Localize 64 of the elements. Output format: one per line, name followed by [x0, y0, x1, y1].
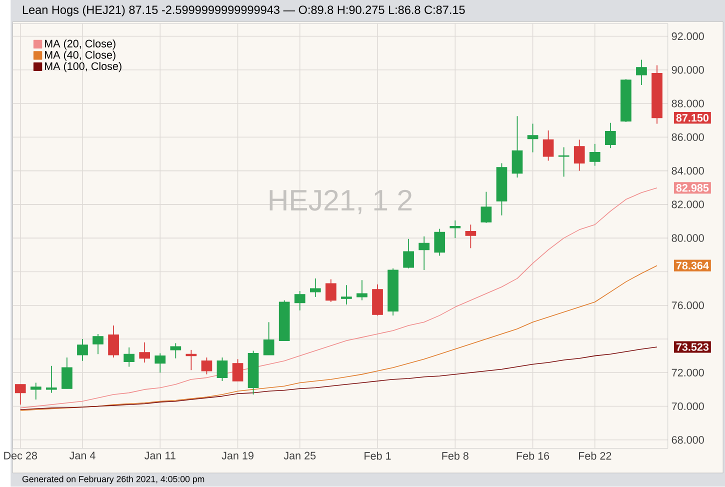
candlestick: [512, 116, 523, 178]
candlestick: [77, 338, 88, 362]
candlestick: [46, 365, 57, 394]
x-tick-label: Feb 8: [442, 452, 468, 460]
x-tick-label: Jan 19: [222, 452, 254, 460]
y-tick-label: 76.000: [672, 301, 704, 310]
chart-title: Lean Hogs (HEJ21) 87.15 -2.5999999999999943 — O:89.8 H:90.275 L:86.8 C:87.15: [22, 5, 465, 16]
candlestick: [170, 342, 182, 359]
candlestick: [326, 278, 336, 302]
candlestick: [574, 139, 585, 172]
data-label: 73.523: [676, 343, 709, 351]
y-tick-label: 84.000: [672, 166, 704, 175]
y-tick-label: 88.000: [672, 100, 704, 108]
candlestick: [527, 123, 538, 153]
candlestick: [92, 333, 104, 354]
y-tick-label: 70.000: [672, 402, 704, 410]
y-tick-label: 72.000: [672, 368, 704, 376]
candlestick: [294, 290, 306, 311]
candlestick: [636, 59, 647, 86]
candlestick: [263, 322, 274, 356]
candlestick: [341, 284, 352, 305]
x-tick-label: Feb 16: [516, 452, 550, 460]
y-tick-label: 86.000: [672, 133, 704, 141]
candlestick: [232, 358, 244, 382]
legend-label: MA (40, Close): [44, 50, 116, 61]
x-tick-label: Feb 22: [578, 452, 612, 460]
candlestick: [62, 356, 72, 389]
candlestick: [186, 349, 197, 370]
candlestick: [605, 122, 616, 148]
legend-label: MA (100, Close): [44, 62, 122, 72]
candlestick: [14, 384, 26, 405]
candlestick: [434, 228, 446, 256]
x-tick-label: Jan 4: [69, 452, 96, 460]
data-label: 82.985: [676, 184, 709, 192]
y-tick-label: 80.000: [672, 234, 704, 242]
candlestick: [450, 220, 461, 238]
candlestick: [356, 280, 368, 301]
candlestick: [216, 356, 228, 382]
candlestick: [139, 342, 150, 363]
text: Generated on February 26th 2021, 4:05:00 pm: [22, 476, 204, 484]
x-tick-label: Dec 28: [4, 452, 37, 460]
candlestick: [480, 191, 492, 224]
candlestick: [558, 146, 570, 178]
candlestick: [542, 130, 554, 162]
y-tick-label: 90.000: [672, 66, 704, 74]
x-tick-label: Feb 1: [364, 452, 391, 460]
candlestick: [201, 356, 212, 375]
y-tick-label: 68.000: [672, 436, 704, 444]
data-label: 78.364: [676, 262, 709, 270]
candlestick: [124, 346, 134, 368]
candlestick: [30, 382, 42, 400]
legend-label: MA (20, Close): [44, 39, 116, 50]
x-tick-label: Jan 11: [144, 452, 176, 460]
candlestick: [403, 238, 414, 269]
candlestick: [465, 224, 476, 249]
candlestick: [108, 324, 119, 358]
candlestick: [589, 143, 600, 166]
candlestick: [154, 352, 166, 373]
candlestick: [310, 278, 321, 298]
x-tick-label: Jan 25: [284, 452, 316, 460]
text: 87.150: [676, 114, 709, 122]
y-tick-label: 82.000: [672, 200, 704, 208]
candlestick: [418, 236, 430, 270]
y-tick-label: 92.000: [672, 32, 704, 40]
